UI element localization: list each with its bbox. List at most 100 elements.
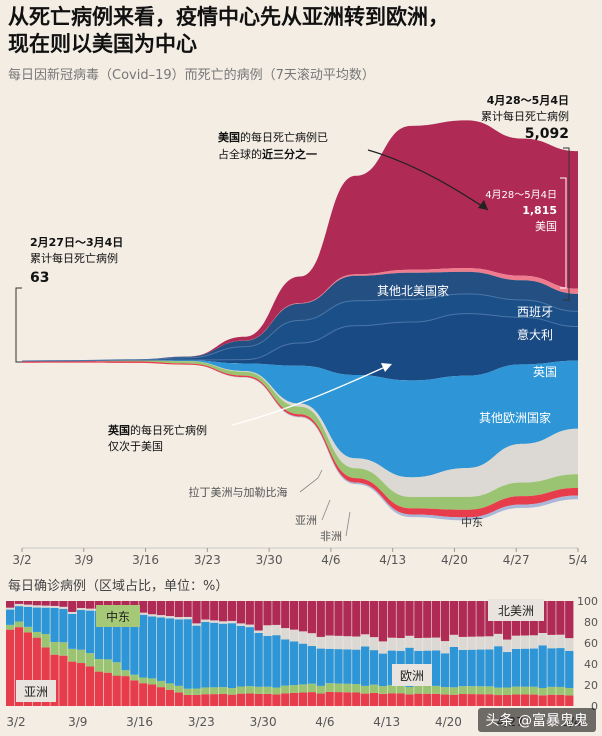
bar-segment-europe <box>59 608 68 643</box>
bar-segment-other <box>511 635 521 649</box>
bar-segment-mideast <box>387 685 396 694</box>
bar-segment-north-america <box>41 601 50 606</box>
bar-segment-north-america <box>414 601 423 639</box>
bar-segment-asia <box>378 693 388 706</box>
bar-segment-europe <box>307 646 317 684</box>
bar-segment-mideast <box>485 686 494 695</box>
bar-segment-other <box>245 624 254 628</box>
bar-segment-other <box>414 638 423 651</box>
uk-note-1b: 的每日死亡病例 <box>130 423 207 437</box>
area-asia <box>22 361 578 518</box>
bar-segment-other <box>325 635 334 649</box>
x-tick-label-bottom: 4/20 <box>435 715 462 729</box>
bar-segment-north-america <box>77 601 86 609</box>
bar-segment-other <box>485 636 494 650</box>
bar-segment-asia <box>68 661 77 706</box>
bar-segment-asia <box>565 695 574 706</box>
bar-segment-europe <box>361 646 370 686</box>
bar-segment-europe <box>219 623 228 688</box>
bar-segment-mideast <box>59 642 68 656</box>
bar-segment-mideast <box>440 687 450 695</box>
bar-segment-asia <box>343 692 352 706</box>
bar-segment-other <box>369 637 379 651</box>
bar-segment-asia <box>520 694 530 706</box>
bar-segment-other <box>387 637 396 651</box>
bar-segment-asia <box>352 692 361 706</box>
bar-segment-north-america <box>440 601 450 642</box>
us-share-line2: 占全球的近三分之一 <box>218 147 317 161</box>
x-tick-label-bottom: 3/23 <box>188 715 215 729</box>
area-italy <box>22 293 578 362</box>
bar-segment-north-america <box>59 601 68 607</box>
bar-segment-mideast <box>94 659 104 672</box>
bar-segment-asia <box>529 694 538 706</box>
bar-segment-other <box>405 635 414 648</box>
bar-segment-europe <box>236 625 246 687</box>
bar-segment-north-america <box>94 601 104 609</box>
bar-segment-mideast <box>494 687 503 696</box>
bar-segment-asia <box>272 694 281 706</box>
bar-segment-other <box>85 608 95 611</box>
bar-segment-asia <box>396 693 405 706</box>
bar-segment-north-america <box>227 601 237 621</box>
bar-segment-mideast <box>112 662 121 676</box>
bar-segment-north-america <box>352 601 361 637</box>
bar-segment-mideast <box>423 685 432 694</box>
bar-segment-north-america <box>343 601 352 637</box>
bar-segment-europe <box>529 648 538 687</box>
bar-segment-north-america <box>458 601 467 637</box>
bar-segment-asia <box>139 683 148 706</box>
bar-segment-asia <box>254 693 263 706</box>
label-bg-asia <box>16 680 56 702</box>
bar-segment-europe <box>520 648 530 687</box>
bar-segment-north-america <box>467 601 476 637</box>
bar-segment-europe <box>156 617 166 681</box>
y-tick-label-bottom: 80 <box>584 616 598 629</box>
bar-segment-asia <box>219 694 228 706</box>
label-asia: 亚洲 <box>295 514 317 527</box>
bar-segment-other <box>316 636 325 649</box>
bar-segment-mideast <box>156 680 166 688</box>
bar-segment-north-america <box>6 601 15 608</box>
bar-segment-europe <box>148 616 157 679</box>
bar-segment-asia <box>245 693 254 706</box>
bar-segment-europe <box>281 639 290 686</box>
bar-segment-europe <box>467 649 476 687</box>
bottom-label-middle-east: 中东 <box>106 609 130 624</box>
bar-segment-north-america <box>85 601 95 609</box>
bar-segment-europe <box>263 635 272 687</box>
bar-segment-asia <box>290 692 299 706</box>
bar-segment-asia <box>227 694 237 706</box>
bar-segment-mideast <box>467 686 476 695</box>
bar-segment-asia <box>148 684 157 706</box>
bar-segment-other <box>520 635 530 649</box>
bar-segment-asia <box>121 676 130 706</box>
separator-italy-uk <box>21 313 579 362</box>
bottom-chart-title: 每日确诊病例（区域占比，单位：%） <box>8 578 228 594</box>
x-tick-label-top: 5/4 <box>568 553 587 567</box>
bar-segment-mideast <box>307 683 317 693</box>
left-bracket <box>15 287 22 363</box>
bar-segment-north-america <box>334 601 343 636</box>
bar-segment-asia <box>449 694 459 706</box>
bar-segment-europe <box>547 648 556 687</box>
bar-segment-europe <box>183 619 192 689</box>
bar-segment-asia <box>23 632 33 706</box>
bar-segment-asia <box>503 694 512 706</box>
bar-segment-mideast <box>23 626 33 633</box>
us-share-arrowhead <box>478 200 488 210</box>
bar-segment-europe <box>77 610 86 650</box>
bar-segment-mideast <box>334 683 343 693</box>
bar-segment-mideast <box>245 686 254 694</box>
bar-segment-north-america <box>165 601 175 617</box>
right-bracket <box>563 147 570 301</box>
us-share-2b: 近三分之一 <box>262 147 317 161</box>
bar-segment-asia <box>476 694 485 706</box>
bar-segment-asia <box>414 693 423 706</box>
bar-segment-north-america <box>476 601 485 637</box>
us-name: 美国 <box>535 220 557 233</box>
uk-note-1a: 英国 <box>107 423 130 437</box>
bar-segment-asia <box>423 693 432 706</box>
bar-segment-north-america <box>281 601 290 629</box>
